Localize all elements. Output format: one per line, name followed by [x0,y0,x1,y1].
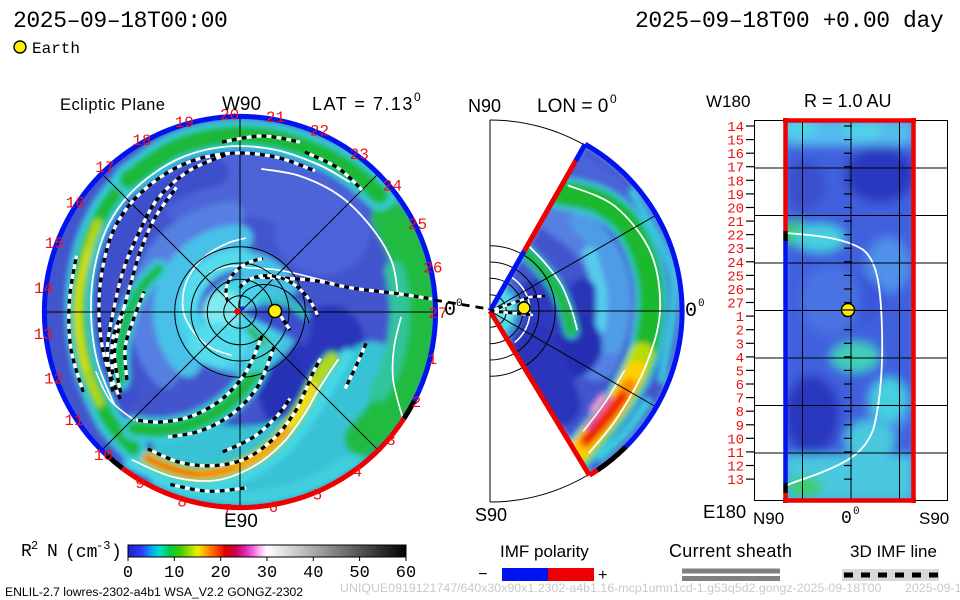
svg-text:20: 20 [220,106,239,124]
svg-text:Current sheath: Current sheath [669,541,792,561]
svg-text:+: + [598,567,608,585]
svg-text:13: 13 [34,326,53,344]
svg-text:3: 3 [386,432,396,450]
svg-text:23: 23 [350,146,369,164]
svg-text:): ) [111,543,122,563]
svg-text:6: 6 [268,499,278,517]
svg-text:2: 2 [31,539,38,553]
svg-text:17: 17 [95,159,114,177]
svg-text:21: 21 [266,109,285,127]
svg-text:0: 0 [456,298,463,310]
svg-text:9: 9 [135,475,145,493]
svg-text:11: 11 [727,446,744,462]
svg-text:7: 7 [736,392,744,408]
svg-text:60: 60 [396,564,416,583]
svg-text:(cm: (cm [65,543,97,563]
svg-text:14: 14 [727,120,744,136]
svg-text:IMF polarity: IMF polarity [500,542,589,561]
svg-text:2: 2 [736,324,744,340]
svg-text:8: 8 [736,405,744,421]
svg-text:10: 10 [164,564,184,583]
svg-text:20: 20 [727,202,744,218]
svg-text:2025–09–18T00 +0.00 day: 2025–09–18T00 +0.00 day [635,8,944,34]
svg-text:W180: W180 [706,92,750,111]
svg-text:UNIQUE0919121747/640x30x90x1.2: UNIQUE0919121747/640x30x90x1.2302-a4b1.1… [340,581,882,595]
svg-text:40: 40 [303,564,323,583]
svg-text:25: 25 [408,216,427,234]
svg-text:24: 24 [727,256,744,272]
svg-text:22: 22 [727,229,744,245]
svg-text:−: − [478,566,488,584]
svg-text:Earth: Earth [32,40,80,58]
svg-text:10: 10 [94,447,113,465]
svg-text:15: 15 [727,134,744,150]
svg-text:5: 5 [736,364,744,380]
svg-text:4: 4 [736,351,744,367]
svg-text:N90: N90 [468,96,501,116]
svg-text:E180: E180 [703,501,746,522]
svg-text:0: 0 [444,299,456,322]
svg-text:9: 9 [736,419,744,435]
svg-text:11: 11 [64,412,83,430]
svg-text:E90: E90 [224,511,258,532]
svg-text:N: N [47,542,58,562]
svg-text:25: 25 [727,269,744,285]
svg-text:1: 1 [428,351,438,369]
svg-text:2025-09-19: 2025-09-19 [905,581,960,595]
svg-text:24: 24 [383,178,402,196]
svg-text:12: 12 [44,371,63,389]
svg-text:20: 20 [210,564,230,583]
svg-text:16: 16 [727,147,744,163]
svg-text:S90: S90 [475,505,507,525]
svg-text:0: 0 [841,509,852,529]
svg-text:22: 22 [310,123,329,141]
svg-text:-3: -3 [96,539,110,553]
svg-text:LON = 0: LON = 0 [537,96,608,117]
svg-text:18: 18 [727,174,744,190]
svg-text:0: 0 [698,298,705,310]
svg-text:R: R [21,542,32,562]
svg-text:27: 27 [428,305,447,323]
svg-text:5: 5 [313,486,323,504]
svg-text:0: 0 [123,564,133,583]
svg-text:17: 17 [727,161,744,177]
svg-text:2025–09–18T00:00: 2025–09–18T00:00 [13,8,227,34]
svg-text:19: 19 [727,188,744,204]
svg-text:3: 3 [736,337,744,353]
svg-text:4: 4 [352,464,362,482]
svg-text:23: 23 [727,242,744,258]
svg-text:8: 8 [177,493,187,511]
svg-text:0: 0 [610,92,617,106]
svg-text:12: 12 [727,460,744,476]
svg-text:6: 6 [736,378,744,394]
svg-text:26: 26 [727,283,744,299]
svg-text:S90: S90 [919,509,949,528]
svg-text:N90: N90 [753,509,784,528]
svg-text:30: 30 [257,564,277,583]
svg-text:7: 7 [223,502,233,520]
svg-text:ENLIL-2.7 lowres-2302-a4b1 WSA: ENLIL-2.7 lowres-2302-a4b1 WSA_V2.2 GONG… [5,585,303,599]
svg-text:21: 21 [727,215,744,231]
svg-text:15: 15 [45,235,64,253]
svg-text:Ecliptic Plane: Ecliptic Plane [60,96,165,114]
svg-text:13: 13 [727,473,744,489]
svg-text:1: 1 [736,310,744,326]
svg-text:14: 14 [34,280,53,298]
svg-text:LAT = 7.13: LAT = 7.13 [312,94,414,114]
svg-text:26: 26 [423,260,442,278]
svg-text:0: 0 [685,300,697,323]
svg-text:19: 19 [175,114,194,132]
svg-text:27: 27 [727,297,744,313]
svg-text:W90: W90 [222,94,261,115]
svg-text:50: 50 [349,564,369,583]
svg-text:0: 0 [414,90,421,104]
svg-text:0: 0 [853,506,860,518]
svg-text:10: 10 [727,432,744,448]
svg-text:R = 1.0 AU: R = 1.0 AU [804,91,892,111]
svg-text:2: 2 [412,394,422,412]
svg-text:16: 16 [66,194,85,212]
svg-text:3D IMF line: 3D IMF line [850,542,937,561]
svg-text:18: 18 [132,132,151,150]
